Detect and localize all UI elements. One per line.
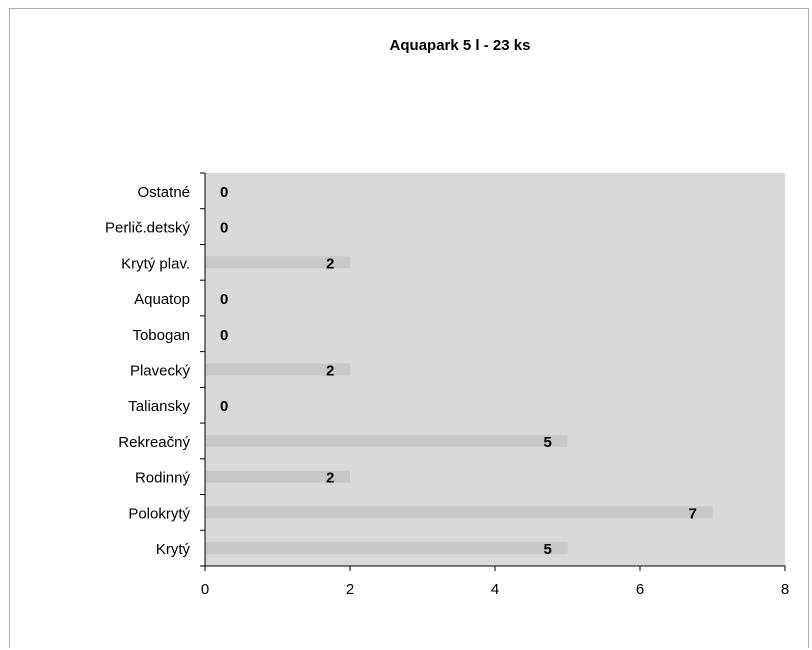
bar-1 — [205, 506, 713, 519]
data-label-9: 0 — [220, 220, 228, 237]
x-tick-label-3: 6 — [636, 581, 644, 598]
category-label-7: Aquatop — [134, 291, 190, 308]
data-label-7: 0 — [220, 291, 228, 308]
x-tick-label-4: 8 — [781, 581, 789, 598]
data-label-5: 2 — [326, 363, 334, 380]
x-tick-label-1: 2 — [346, 581, 354, 598]
data-label-4: 0 — [220, 398, 228, 415]
category-label-6: Tobogan — [132, 327, 190, 344]
category-label-0: Krytý — [156, 541, 191, 558]
chart-title: Aquapark 5 l - 23 ks — [389, 37, 531, 54]
data-label-2: 2 — [326, 470, 334, 487]
data-label-0: 5 — [544, 541, 552, 558]
data-label-3: 5 — [544, 434, 552, 451]
x-tick-label-0: 0 — [201, 581, 209, 598]
category-label-3: Rekreačný — [118, 434, 190, 451]
category-label-9: Perlič.detský — [105, 220, 191, 237]
data-label-6: 0 — [220, 327, 228, 344]
data-label-10: 0 — [220, 184, 228, 201]
bar-8 — [205, 256, 350, 269]
data-label-8: 2 — [326, 255, 334, 272]
x-tick-label-2: 4 — [491, 581, 499, 598]
category-label-10: Ostatné — [137, 184, 190, 201]
chart-frame — [9, 8, 809, 648]
bar-3 — [205, 434, 568, 447]
category-label-5: Plavecký — [130, 363, 191, 380]
bar-0 — [205, 542, 568, 555]
category-label-1: Polokrytý — [128, 505, 190, 522]
bar-5 — [205, 363, 350, 376]
data-label-1: 7 — [689, 505, 697, 522]
category-label-2: Rodinný — [135, 470, 191, 487]
bar-2 — [205, 470, 350, 483]
category-label-8: Krytý plav. — [121, 255, 190, 272]
category-label-4: Taliansky — [128, 398, 190, 415]
